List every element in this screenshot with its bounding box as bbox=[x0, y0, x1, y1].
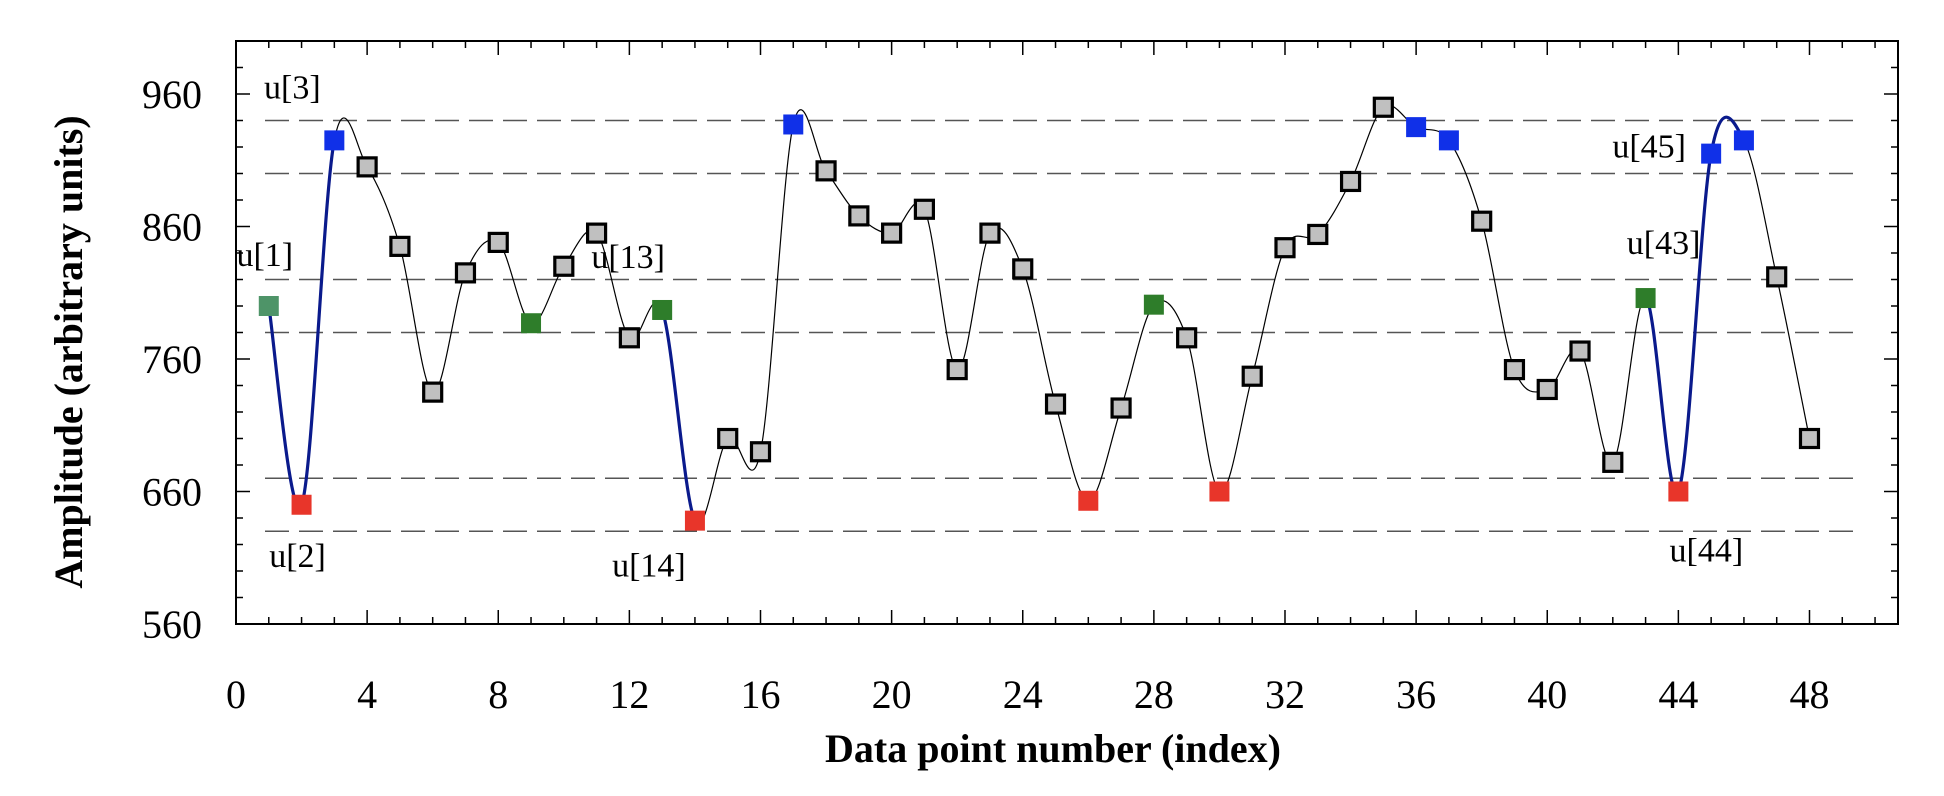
data-point-marker bbox=[1569, 340, 1591, 362]
data-point-marker bbox=[1339, 170, 1362, 193]
data-markers bbox=[258, 96, 1821, 531]
y-tick-label: 860 bbox=[142, 205, 202, 250]
y-tick-label: 760 bbox=[142, 337, 202, 382]
data-point-marker-max bbox=[1733, 130, 1754, 151]
x-tick-label: 16 bbox=[740, 672, 780, 717]
data-point-marker bbox=[553, 255, 575, 277]
data-point-marker-max bbox=[783, 114, 804, 135]
x-tick-label: 12 bbox=[609, 672, 649, 717]
data-point-marker-mid bbox=[1635, 288, 1656, 309]
point-annotations: u[1] u[2] u[3] u[13] u[14] u[43] u[44] u[45] bbox=[236, 69, 1743, 584]
x-tick-label: 44 bbox=[1658, 672, 1698, 717]
y-tick-label: 560 bbox=[142, 602, 202, 647]
point-annotation: u[44] bbox=[1670, 533, 1744, 570]
data-point-marker bbox=[1241, 365, 1263, 387]
data-point-marker bbox=[585, 222, 608, 244]
data-point-marker bbox=[749, 441, 772, 463]
data-point-marker bbox=[1044, 393, 1067, 415]
data-point-marker bbox=[1372, 96, 1394, 118]
point-annotation: u[14] bbox=[612, 548, 686, 585]
data-point-marker bbox=[1766, 266, 1788, 288]
point-annotation: u[1] bbox=[236, 237, 293, 274]
data-point-marker bbox=[815, 160, 837, 182]
data-point-marker bbox=[1307, 223, 1329, 246]
data-point-marker-max bbox=[1438, 130, 1459, 151]
point-annotation: u[45] bbox=[1612, 129, 1686, 166]
data-point-marker bbox=[1798, 427, 1821, 450]
data-point-marker bbox=[717, 427, 739, 450]
data-point-marker-min bbox=[1209, 481, 1230, 502]
data-point-marker-mid bbox=[521, 313, 542, 334]
x-tick-label: 4 bbox=[357, 672, 377, 717]
data-point-marker bbox=[389, 235, 411, 257]
x-tick-label: 48 bbox=[1789, 672, 1829, 717]
data-point-marker bbox=[1274, 237, 1296, 259]
data-point-marker bbox=[946, 359, 968, 381]
data-point-marker bbox=[979, 222, 1001, 244]
data-point-marker bbox=[1503, 359, 1526, 381]
reference-lines bbox=[265, 119, 1858, 533]
x-tick-label: 0 bbox=[226, 672, 246, 717]
data-point-marker-min bbox=[1078, 490, 1099, 511]
data-point-marker bbox=[1471, 210, 1493, 232]
highlighted-segment bbox=[660, 309, 697, 522]
x-tick-label: 20 bbox=[872, 672, 912, 717]
point-annotation: u[3] bbox=[264, 69, 321, 106]
data-point-marker-max bbox=[1701, 143, 1722, 164]
highlighted-segment bbox=[1644, 115, 1746, 495]
data-point-marker bbox=[356, 156, 378, 178]
x-axis-title: Data point number (index) bbox=[825, 726, 1281, 771]
point-annotation: u[43] bbox=[1627, 225, 1701, 262]
data-point-marker-max bbox=[1406, 117, 1427, 138]
data-point-marker bbox=[1176, 327, 1198, 349]
data-point-marker bbox=[1536, 378, 1558, 401]
x-tick-label: 36 bbox=[1396, 672, 1436, 717]
data-point-marker bbox=[422, 381, 444, 403]
data-point-marker bbox=[1110, 397, 1132, 419]
data-point-marker-mid bbox=[652, 299, 673, 320]
data-point-marker-min bbox=[291, 494, 312, 515]
x-tick-label: 8 bbox=[488, 672, 508, 717]
data-point-marker bbox=[1602, 451, 1624, 473]
data-point-marker bbox=[487, 231, 509, 253]
data-curve bbox=[267, 104, 1811, 525]
data-point-marker-min bbox=[684, 510, 705, 531]
data-point-marker bbox=[618, 327, 640, 349]
y-tick-label: 960 bbox=[142, 72, 202, 117]
thin-curve bbox=[268, 104, 1811, 525]
data-point-marker bbox=[881, 222, 903, 244]
data-point-marker-mid bbox=[1143, 294, 1164, 315]
data-point-marker bbox=[913, 198, 936, 220]
data-point-marker bbox=[454, 262, 477, 284]
x-tick-label: 40 bbox=[1527, 672, 1567, 717]
x-tick-label: 24 bbox=[1003, 672, 1043, 717]
x-tick-label: 28 bbox=[1134, 672, 1174, 717]
x-tick-label: 32 bbox=[1265, 672, 1305, 717]
y-tick-label: 660 bbox=[142, 470, 202, 515]
data-point-marker-start bbox=[258, 296, 279, 316]
data-point-marker bbox=[848, 205, 870, 227]
point-annotation: u[13] bbox=[591, 239, 665, 276]
highlighted-segment bbox=[267, 140, 336, 510]
point-annotation: u[2] bbox=[269, 538, 326, 575]
data-point-marker-min bbox=[1668, 481, 1689, 502]
data-point-marker bbox=[1012, 258, 1034, 280]
y-axis-title: Amplitude (arbitrary units) bbox=[46, 115, 91, 588]
data-point-marker-max bbox=[324, 130, 345, 151]
